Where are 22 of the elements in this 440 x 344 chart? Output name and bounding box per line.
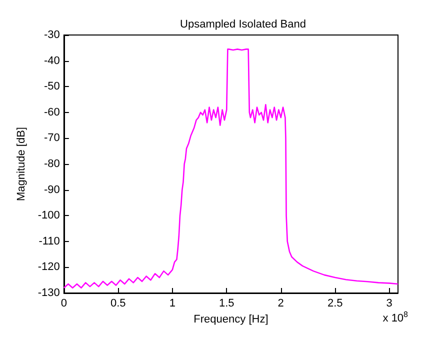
x-tick-label: 2 <box>278 298 284 310</box>
y-tick-label: -40 <box>44 54 60 67</box>
y-tick-label: -30 <box>44 29 60 41</box>
y-tick-label: -70 <box>44 132 60 144</box>
chart-title: Upsampled Isolated Band <box>180 18 306 30</box>
y-tick-label: -90 <box>44 184 60 196</box>
x-tick-label: 1.5 <box>218 298 234 310</box>
y-tick-label: -130 <box>38 287 60 299</box>
y-tick-label: -100 <box>38 210 60 222</box>
x-tick-label: 2.5 <box>327 298 343 310</box>
line-series <box>63 48 399 288</box>
x-tick-label: 3 <box>386 298 392 310</box>
y-tick-label: -50 <box>44 80 60 93</box>
y-tick-label: -110 <box>38 235 60 248</box>
x-axis-title: Frequency [Hz] <box>194 313 268 326</box>
x-tick-label: 1 <box>169 298 176 310</box>
y-axis-title: Magnitude [dB] <box>16 127 28 201</box>
y-tick-label: -60 <box>44 106 60 118</box>
x-tick-label: 0.5 <box>110 298 126 310</box>
x-tick-label: 0 <box>60 298 67 310</box>
y-tick-label: -120 <box>38 261 60 274</box>
y-tick-label: -80 <box>44 158 60 170</box>
